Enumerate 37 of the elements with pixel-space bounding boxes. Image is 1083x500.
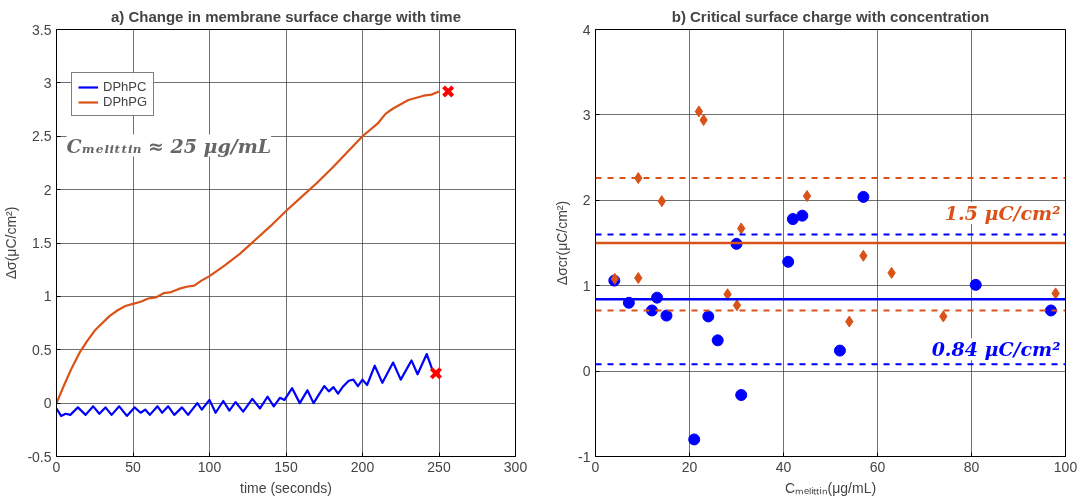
y-tick-label: 0.5 [32, 341, 52, 358]
x-tick-label: 100 [1053, 458, 1078, 475]
y-tick-label: 3 [582, 106, 591, 123]
annotation: Cₘₑₗᵢₜₜᵢₙ ≈ 25 μg/mL [66, 134, 272, 157]
x-tick-label: 150 [274, 458, 298, 475]
y-axis-title: Δσ(μC/cm²) [3, 206, 20, 280]
y-tick-label: -1 [578, 448, 591, 465]
x-tick-label: 80 [963, 458, 980, 475]
y-tick-label: 1 [582, 277, 591, 294]
legend-label: DPhPC [103, 79, 147, 94]
x-axis-title: Cₘₑₗᵢₜₜᵢₙ(μg/mL) [784, 479, 877, 496]
x-tick-label: 50 [125, 458, 141, 475]
x-tick-label: 40 [775, 458, 792, 475]
y-tick-label: 2.5 [32, 128, 52, 145]
x-tick-label: 300 [503, 458, 528, 475]
y-axis-title: Δσcr(μC/cm²) [554, 200, 571, 286]
y-tick-label: 3 [43, 74, 52, 91]
y-tick-label: 1.5 [32, 235, 52, 251]
y-tick-label: 2 [43, 181, 52, 198]
x-tick-label: 200 [350, 458, 375, 475]
x-tick-label: 250 [427, 458, 451, 475]
y-tick-label: 3.5 [32, 21, 52, 38]
x-tick-label: 20 [681, 458, 698, 475]
ref-line-label: 1.5 μC/cm² [944, 202, 1061, 224]
x-tick-label: 60 [869, 458, 886, 475]
y-tick-label: 1 [43, 288, 52, 305]
y-tick-label: 4 [582, 21, 591, 38]
y-tick-label: 0 [43, 395, 52, 412]
chart-title: a) Change in membrane surface charge with time [110, 7, 462, 25]
y-tick-label: 2 [582, 192, 591, 209]
y-tick-label: -0.5 [27, 448, 52, 465]
x-axis-title: time (seconds) [240, 479, 332, 496]
x-tick-label: 100 [197, 458, 222, 475]
legend-label: DPhPG [103, 94, 148, 109]
ref-line-label: 0.84 μC/cm² [931, 338, 1061, 361]
chart-title: b) Critical surface charge with concentration [671, 7, 990, 25]
y-tick-label: 0 [582, 363, 591, 380]
